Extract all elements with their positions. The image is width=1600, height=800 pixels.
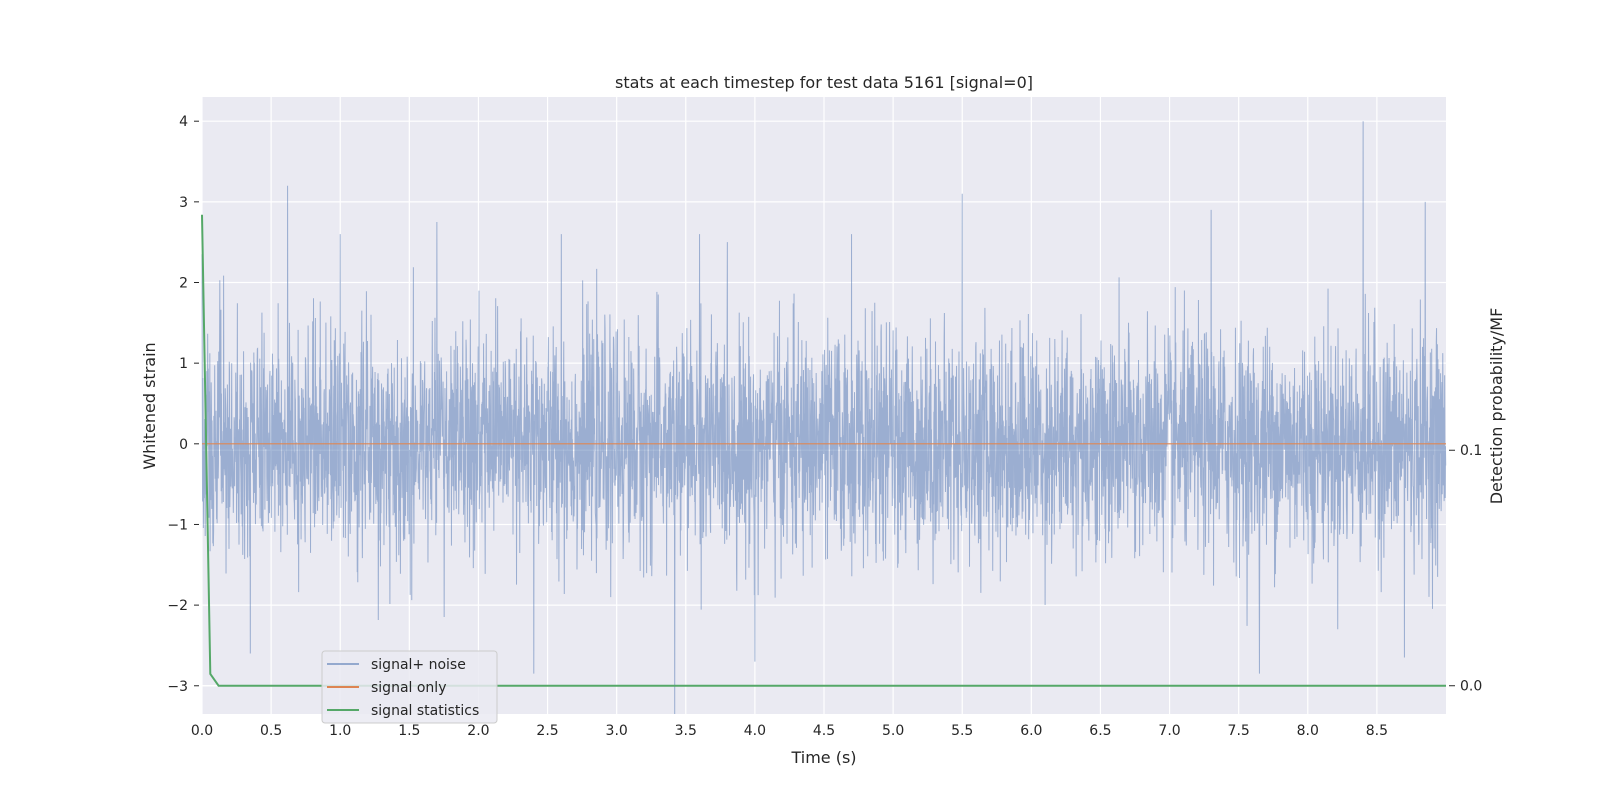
legend-label-signal-statistics: signal statistics (371, 703, 479, 719)
x-tick-label: 1.0 (329, 723, 351, 739)
legend-label-signal-noise: signal+ noise (371, 657, 466, 673)
tick-layer: 0.0 0.5 1.0 1.5 2.0 2.5 3.0 3.5 4.0 4.5 5.0 5.5 6.0 6… (167, 114, 1482, 739)
x-tick-label: 3.0 (606, 723, 628, 739)
x-tick-label: 2.5 (536, 723, 558, 739)
series-layer (201, 121, 1447, 715)
x-tick-label: 6.5 (1089, 723, 1111, 739)
x-tick-label: 7.0 (1158, 723, 1180, 739)
y-tick-label: 1 (179, 356, 188, 372)
legend-box (321, 650, 498, 724)
y-right-axis-title: Detection probability/MF (1487, 308, 1506, 505)
y-tick-label: 3 (179, 195, 188, 211)
x-tick-label: 1.5 (398, 723, 420, 739)
y-axis-title: Whitened strain (140, 342, 159, 469)
x-tick-label: 8.5 (1366, 723, 1388, 739)
y-tick-label: 0 (179, 437, 188, 453)
x-tick-label: 0.5 (260, 723, 282, 739)
x-axis-title: Time (s) (790, 748, 856, 767)
x-tick-label: 8.0 (1297, 723, 1319, 739)
y-tick-label: 2 (179, 276, 188, 292)
chart-title: stats at each timestep for test data 516… (615, 73, 1033, 92)
x-tick-label: 7.5 (1228, 723, 1250, 739)
x-tick-label: 3.5 (675, 723, 697, 739)
x-tick-label: 5.5 (951, 723, 973, 739)
y-tick-label: 4 (179, 114, 188, 130)
y-tick-label: −1 (167, 517, 188, 533)
y-right-tick-label: 0.1 (1460, 443, 1482, 459)
series-line-signal-noise (201, 121, 1447, 715)
x-tick-label: 4.0 (744, 723, 766, 739)
x-tick-label: 6.0 (1020, 723, 1042, 739)
x-tick-label: 4.5 (813, 723, 835, 739)
x-tick-label: 2.0 (467, 723, 489, 739)
legend: signal+ noise signal only signal statist… (321, 650, 498, 724)
y-right-tick-label: 0.0 (1460, 679, 1482, 695)
x-tick-label: 5.0 (882, 723, 904, 739)
series-line-signal-statistics (201, 214, 1446, 687)
x-tick-label: 0.0 (191, 723, 213, 739)
y-tick-label: −2 (167, 598, 188, 614)
y-tick-label: −3 (167, 679, 188, 695)
legend-label-signal-only: signal only (371, 680, 446, 696)
